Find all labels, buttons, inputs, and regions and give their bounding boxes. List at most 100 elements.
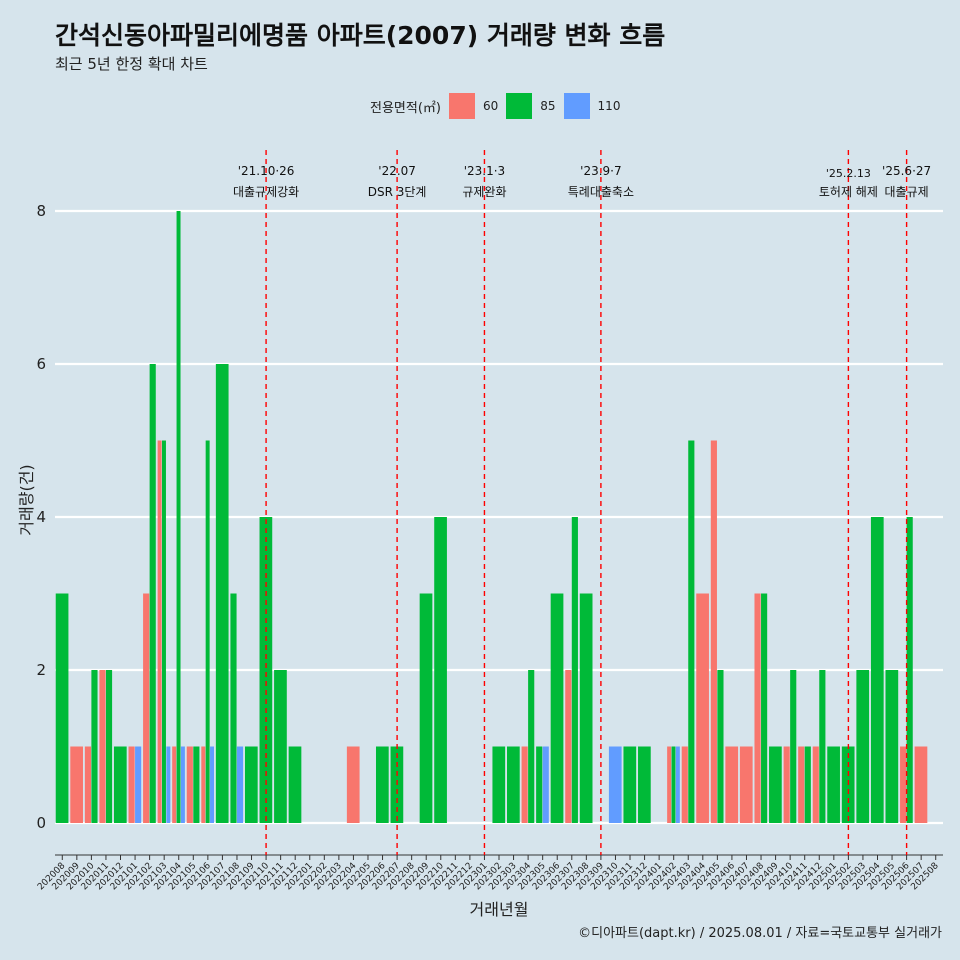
bar-85-202405 [717, 670, 724, 823]
y-tick-label-6: 6 [36, 355, 46, 373]
bar-85-202302 [492, 746, 506, 823]
y-axis-title: 거래량(건) [17, 464, 36, 535]
bar-85-202109 [244, 746, 258, 823]
legend-swatch-110 [563, 93, 590, 119]
bar-85-202412 [819, 670, 826, 823]
bar-85-202402 [671, 746, 676, 823]
legend-swatch-85 [506, 93, 533, 119]
bar-60-202403 [681, 746, 688, 823]
bar-85-202012 [113, 746, 127, 823]
bar-60-202106 [201, 746, 206, 823]
bar-60-202410 [783, 746, 790, 823]
bar-60-202406 [725, 746, 739, 823]
bar-85-202111 [274, 670, 287, 823]
legend-item-60: 60 [448, 93, 499, 119]
event-date-202502: '25.2.13 [826, 167, 871, 180]
x-axis-title: 거래년월 [470, 900, 529, 919]
event-label-202309: 특례대출축소 [568, 185, 634, 199]
legend-label-110: 110 [597, 99, 621, 113]
event-label-202110: 대출규제강화 [233, 185, 299, 199]
bar-85-202306 [550, 593, 564, 823]
bar-85-202403 [688, 440, 695, 823]
bar-60-202101 [128, 746, 135, 823]
bar-60-202102 [143, 593, 150, 823]
bar-60-202507 [914, 746, 928, 823]
event-date-202110: '21.10·26 [238, 164, 295, 178]
y-tick-label-4: 4 [36, 508, 46, 526]
bar-85-202104 [176, 211, 181, 823]
bar-60-202010 [84, 746, 91, 823]
event-label-202506: 대출규제 [885, 185, 929, 199]
bar-60-202402 [667, 746, 672, 823]
event-date-202309: '23.9·7 [580, 164, 621, 178]
bar-60-202105 [186, 746, 193, 823]
chart-title: 간석신동아파밀리에명품 아파트(2007) 거래량 변화 흐름 [55, 21, 666, 50]
legend-title: 전용면적(㎡) [370, 100, 441, 116]
bar-85-202410 [790, 670, 797, 823]
bar-85-202112 [288, 746, 302, 823]
bar-110-202104 [180, 746, 185, 823]
bar-60-202405 [710, 440, 717, 823]
bar-60-202011 [99, 670, 106, 823]
event-label-202502: 토허제 해제 [819, 185, 878, 199]
bar-60-202506 [900, 746, 907, 823]
bar-60-202204 [346, 746, 360, 823]
bar-60-202408 [754, 593, 761, 823]
bar-60-202304 [521, 746, 528, 823]
bar-85-202303 [507, 746, 520, 823]
bar-60-202404 [696, 593, 709, 823]
legend-item-110: 110 [563, 93, 621, 119]
bar-85-202304 [528, 670, 535, 823]
event-date-202301: '23.1·3 [464, 164, 505, 178]
bar-110-202106 [210, 746, 215, 823]
legend: 전용면적(㎡) 60 85 110 [370, 93, 628, 119]
bar-85-202504 [870, 517, 884, 823]
bar-60-202307 [565, 670, 572, 823]
bar-85-202506 [906, 517, 913, 823]
bar-85-202108 [230, 593, 237, 823]
bar-110-202101 [135, 746, 142, 823]
bar-110-202103 [166, 746, 171, 823]
bar-60-202103 [157, 440, 162, 823]
bar-85-202103 [161, 440, 166, 823]
bar-85-202010 [91, 670, 98, 823]
legend-label-60: 60 [482, 99, 499, 113]
event-date-202506: '25.6·27 [882, 164, 931, 178]
bar-85-202305 [536, 746, 543, 823]
bar-85-202209 [419, 593, 433, 823]
bar-60-202412 [812, 746, 819, 823]
y-tick-label-0: 0 [36, 814, 46, 832]
bar-85-202312 [638, 746, 651, 823]
bar-85-202501 [827, 746, 840, 823]
bar-85-202503 [856, 670, 870, 823]
bar-85-202408 [761, 593, 768, 823]
bar-85-202107 [215, 364, 229, 823]
y-tick-label-8: 8 [36, 202, 46, 220]
event-label-202207: DSR 3단계 [368, 185, 427, 199]
chart-subtitle: 최근 5년 한정 확대 차트 [55, 55, 208, 73]
bar-110-202305 [542, 746, 549, 823]
source-caption: ©디아파트(dapt.kr) / 2025.08.01 / 자료=국토교통부 실… [578, 926, 942, 941]
bar-85-202102 [149, 364, 156, 823]
bar-85-202210 [434, 517, 447, 823]
bar-85-202308 [579, 593, 593, 823]
legend-item-85: 85 [506, 93, 556, 119]
bar-110-202108 [236, 746, 244, 823]
legend-swatch-60 [448, 93, 475, 119]
bar-60-202407 [739, 746, 753, 823]
event-label-202301: 규제완화 [462, 185, 506, 199]
bar-85-202105 [193, 746, 200, 823]
bar-85-202110 [259, 517, 273, 823]
bar-85-202206 [375, 746, 389, 823]
bar-85-202505 [885, 670, 899, 823]
legend-label-85: 85 [540, 99, 556, 113]
bar-110-202310 [608, 746, 622, 823]
bar-60-202104 [172, 746, 177, 823]
bar-60-202009 [70, 746, 83, 823]
event-date-202207: '22.07 [378, 164, 416, 178]
bar-85-202311 [623, 746, 637, 823]
bar-85-202106 [205, 440, 210, 823]
bar-85-202409 [769, 746, 782, 823]
bar-85-202008 [55, 593, 69, 823]
